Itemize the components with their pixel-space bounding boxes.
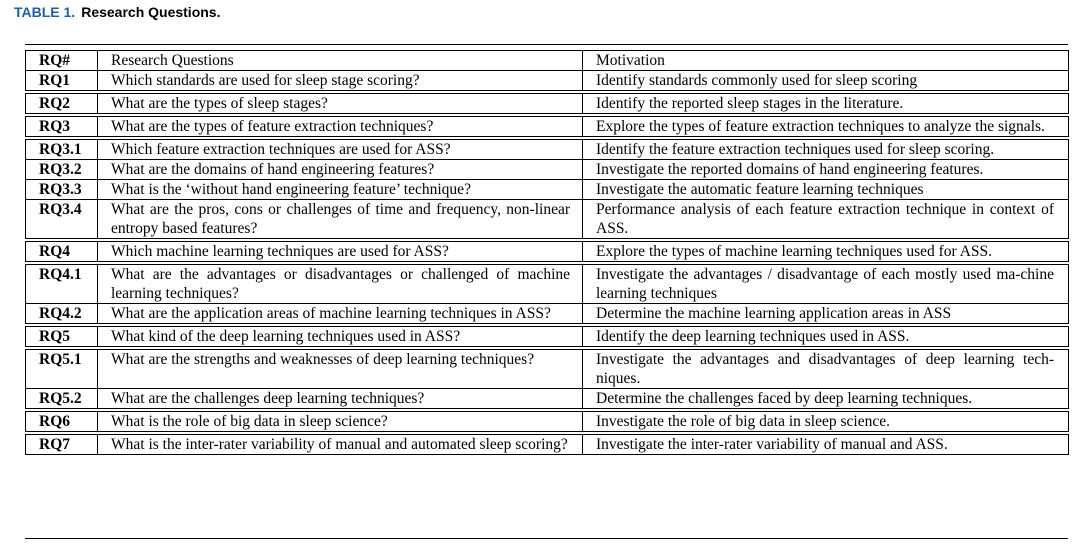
header-rq-number: RQ# — [25, 50, 98, 71]
motivation-cell: Identify the deep learning techniques us… — [582, 326, 1069, 347]
question-cell: Which standards are used for sleep stage… — [97, 70, 583, 91]
rq-id-cell: RQ1 — [25, 70, 98, 91]
table-row: RQ3.1 Which feature extraction techniques… — [25, 139, 1069, 160]
question-cell: What are the challenges deep learning te… — [97, 388, 583, 409]
rq-id-cell: RQ3.1 — [25, 139, 98, 160]
table-row: RQ3.3 What is the ‘without hand engineeri… — [25, 179, 1069, 200]
top-rule — [25, 44, 1068, 45]
table-row: RQ1 Which standards are used for sleep st… — [25, 70, 1069, 91]
rq-id-cell: RQ4.2 — [25, 303, 98, 324]
table-row: RQ4.2 What are the application areas of m… — [25, 303, 1069, 324]
table-number: TABLE 1. — [14, 4, 76, 20]
table-row: RQ5.2 What are the challenges deep learni… — [25, 388, 1069, 409]
motivation-cell: Explore the types of feature extraction … — [582, 116, 1069, 137]
rq-id-cell: RQ3 — [25, 116, 98, 137]
rq-id-cell: RQ3.3 — [25, 179, 98, 200]
header-motivation: Motivation — [582, 50, 1069, 71]
question-cell: Which feature extraction techniques are … — [97, 139, 583, 160]
question-cell: What are the strengths and weaknesses of… — [97, 349, 583, 389]
motivation-cell: Investigate the automatic feature learni… — [582, 179, 1069, 200]
research-questions-table: RQ# Research Questions Motivation RQ1 Whi… — [25, 50, 1069, 455]
motivation-cell: Investigate the reported domains of hand… — [582, 159, 1069, 180]
header-research-questions: Research Questions — [97, 50, 583, 71]
rq-id-cell: RQ5.1 — [25, 349, 98, 389]
question-cell: What kind of the deep learning technique… — [97, 326, 583, 347]
motivation-cell: Explore the types of machine learning te… — [582, 241, 1069, 262]
rq-id-cell: RQ3.2 — [25, 159, 98, 180]
rq-id-cell: RQ4.1 — [25, 264, 98, 304]
question-cell: What are the pros, cons or challenges of… — [97, 199, 583, 239]
table-row: RQ3.4 What are the pros, cons or challeng… — [25, 199, 1069, 239]
bottom-rule — [25, 538, 1068, 539]
table-title: Research Questions. — [81, 4, 221, 20]
rq-id-cell: RQ2 — [25, 93, 98, 114]
question-cell: What are the advantages or disadvantages… — [97, 264, 583, 304]
motivation-cell: Investigate the advantages and disadvant… — [582, 349, 1069, 389]
rq-id-cell: RQ6 — [25, 411, 98, 432]
motivation-cell: Performance analysis of each feature ext… — [582, 199, 1069, 239]
table-body: RQ1 Which standards are used for sleep st… — [25, 70, 1069, 455]
question-cell: What is the inter-rater variability of m… — [97, 434, 583, 455]
rq-id-cell: RQ3.4 — [25, 199, 98, 239]
table-row: RQ5 What kind of the deep learning techni… — [25, 326, 1069, 347]
table-row: RQ4.1 What are the advantages or disadvan… — [25, 264, 1069, 304]
table-row: RQ3.2 What are the domains of hand engine… — [25, 159, 1069, 180]
motivation-cell: Identify standards commonly used for sle… — [582, 70, 1069, 91]
table-row: RQ7 What is the inter-rater variability o… — [25, 434, 1069, 455]
table-caption: TABLE 1. Research Questions. — [14, 2, 220, 22]
rq-id-cell: RQ5 — [25, 326, 98, 347]
motivation-cell: Investigate the inter-rater variability … — [582, 434, 1069, 455]
table-row: RQ2 What are the types of sleep stages? Id… — [25, 93, 1069, 114]
motivation-cell: Identify the reported sleep stages in th… — [582, 93, 1069, 114]
question-cell: What is the role of big data in sleep sc… — [97, 411, 583, 432]
motivation-cell: Determine the machine learning applicati… — [582, 303, 1069, 324]
question-cell: What are the domains of hand engineering… — [97, 159, 583, 180]
question-cell: What is the ‘without hand engineering fe… — [97, 179, 583, 200]
motivation-cell: Determine the challenges faced by deep l… — [582, 388, 1069, 409]
rq-id-cell: RQ7 — [25, 434, 98, 455]
rq-id-cell: RQ5.2 — [25, 388, 98, 409]
question-cell: What are the types of feature extraction… — [97, 116, 583, 137]
question-cell: Which machine learning techniques are us… — [97, 241, 583, 262]
motivation-cell: Investigate the advantages / disadvantag… — [582, 264, 1069, 304]
table-row: RQ5.1 What are the strengths and weakness… — [25, 349, 1069, 389]
table-row: RQ6 What is the role of big data in sleep… — [25, 411, 1069, 432]
question-cell: What are the application areas of machin… — [97, 303, 583, 324]
table-row: RQ4 Which machine learning techniques are… — [25, 241, 1069, 262]
table-header-row: RQ# Research Questions Motivation — [25, 50, 1069, 71]
motivation-cell: Investigate the role of big data in slee… — [582, 411, 1069, 432]
motivation-cell: Identify the feature extraction techniqu… — [582, 139, 1069, 160]
rq-id-cell: RQ4 — [25, 241, 98, 262]
question-cell: What are the types of sleep stages? — [97, 93, 583, 114]
table-row: RQ3 What are the types of feature extract… — [25, 116, 1069, 137]
